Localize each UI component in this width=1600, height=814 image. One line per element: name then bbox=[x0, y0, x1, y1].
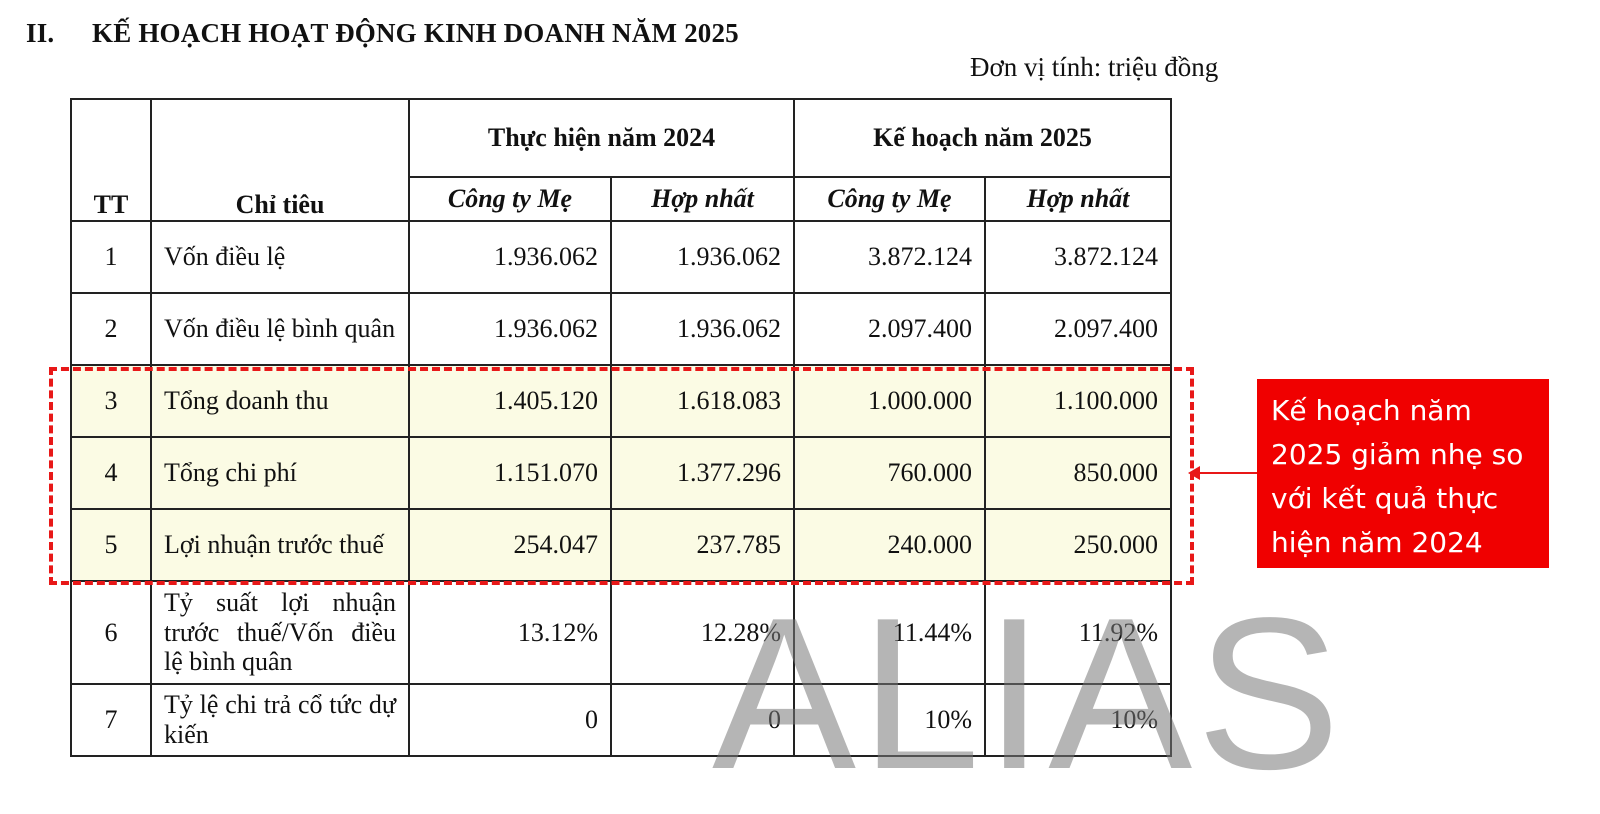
table-row-highlighted: 5 Lợi nhuận trước thuế 254.047 237.785 2… bbox=[70, 508, 1172, 582]
callout-text: Kế hoạch năm 2025 giảm nhẹ so với kết qu… bbox=[1271, 394, 1524, 559]
cell-2024-consolidated: 1.936.062 bbox=[610, 220, 795, 294]
business-plan-table: TT Chỉ tiêu Thực hiện năm 2024 Kế hoạch … bbox=[70, 98, 1172, 757]
section-heading: II. KẾ HOẠCH HOẠT ĐỘNG KINH DOANH NĂM 202… bbox=[26, 18, 739, 49]
row-number: 6 bbox=[70, 580, 152, 685]
row-indicator: Tổng doanh thu bbox=[150, 364, 410, 438]
header-indicator: Chỉ tiêu bbox=[150, 98, 410, 222]
cell-2025-consolidated: 2.097.400 bbox=[984, 292, 1172, 366]
header-row-sub: Công ty Mẹ Hợp nhất Công ty Mẹ Hợp nhất bbox=[71, 176, 1172, 222]
cell-2025-parent: 1.000.000 bbox=[793, 364, 986, 438]
row-indicator: Tổng chi phí bbox=[150, 436, 410, 510]
unit-note: Đơn vị tính: triệu đồng bbox=[970, 52, 1219, 82]
header-plan-2025: Kế hoạch năm 2025 bbox=[793, 98, 1172, 178]
cell-2024-parent: 1.936.062 bbox=[408, 220, 612, 294]
row-indicator: Tỷ lệ chi trả cổ tức dự kiến bbox=[150, 683, 410, 757]
cell-2025-consolidated: 10% bbox=[984, 683, 1172, 757]
row-indicator: Lợi nhuận trước thuế bbox=[150, 508, 410, 582]
row-number: 7 bbox=[70, 683, 152, 757]
row-indicator: Tỷ suất lợi nhuận trước thuế/Vốn điều lệ… bbox=[150, 580, 410, 685]
cell-2024-consolidated: 12.28% bbox=[610, 580, 795, 685]
arrow-left-icon bbox=[1188, 466, 1200, 480]
header-tt: TT bbox=[70, 98, 152, 222]
cell-2025-parent: 240.000 bbox=[793, 508, 986, 582]
cell-2024-parent: 254.047 bbox=[408, 508, 612, 582]
header-2024-consolidated: Hợp nhất bbox=[610, 176, 795, 222]
table-row-highlighted: 3 Tổng doanh thu 1.405.120 1.618.083 1.0… bbox=[70, 364, 1172, 438]
header-2025-parent: Công ty Mẹ bbox=[793, 176, 986, 222]
cell-2024-consolidated: 1.618.083 bbox=[610, 364, 795, 438]
cell-2024-parent: 1.405.120 bbox=[408, 364, 612, 438]
header-actual-2024: Thực hiện năm 2024 bbox=[408, 98, 795, 178]
cell-2024-parent: 1.151.070 bbox=[408, 436, 612, 510]
section-number: II. bbox=[26, 18, 55, 48]
cell-2024-consolidated: 237.785 bbox=[610, 508, 795, 582]
callout-arrow-line bbox=[1198, 472, 1258, 474]
row-number: 1 bbox=[70, 220, 152, 294]
cell-2025-consolidated: 3.872.124 bbox=[984, 220, 1172, 294]
cell-2024-parent: 13.12% bbox=[408, 580, 612, 685]
section-title-text: KẾ HOẠCH HOẠT ĐỘNG KINH DOANH NĂM 2025 bbox=[92, 18, 739, 48]
row-number: 4 bbox=[70, 436, 152, 510]
cell-2025-consolidated: 850.000 bbox=[984, 436, 1172, 510]
table-row: 7 Tỷ lệ chi trả cổ tức dự kiến 0 0 10% 1… bbox=[70, 683, 1172, 757]
row-number: 2 bbox=[70, 292, 152, 366]
callout-box: Kế hoạch năm 2025 giảm nhẹ so với kết qu… bbox=[1257, 379, 1549, 568]
cell-2025-parent: 10% bbox=[793, 683, 986, 757]
cell-2025-parent: 3.872.124 bbox=[793, 220, 986, 294]
row-indicator: Vốn điều lệ bbox=[150, 220, 410, 294]
header-2024-parent: Công ty Mẹ bbox=[408, 176, 612, 222]
cell-2024-parent: 0 bbox=[408, 683, 612, 757]
cell-2025-consolidated: 1.100.000 bbox=[984, 364, 1172, 438]
row-indicator: Vốn điều lệ bình quân bbox=[150, 292, 410, 366]
header-2025-consolidated: Hợp nhất bbox=[984, 176, 1172, 222]
row-number: 3 bbox=[70, 364, 152, 438]
row-number: 5 bbox=[70, 508, 152, 582]
cell-2025-parent: 760.000 bbox=[793, 436, 986, 510]
cell-2025-consolidated: 11.92% bbox=[984, 580, 1172, 685]
header-row-groups: TT Chỉ tiêu Thực hiện năm 2024 Kế hoạch … bbox=[70, 98, 1172, 222]
table-row: 2 Vốn điều lệ bình quân 1.936.062 1.936.… bbox=[70, 292, 1172, 366]
cell-2025-parent: 2.097.400 bbox=[793, 292, 986, 366]
cell-2024-consolidated: 0 bbox=[610, 683, 795, 757]
table-row: 1 Vốn điều lệ 1.936.062 1.936.062 3.872.… bbox=[70, 220, 1172, 294]
cell-2025-parent: 11.44% bbox=[793, 580, 986, 685]
cell-2024-consolidated: 1.936.062 bbox=[610, 292, 795, 366]
table-row-highlighted: 4 Tổng chi phí 1.151.070 1.377.296 760.0… bbox=[70, 436, 1172, 510]
cell-2024-consolidated: 1.377.296 bbox=[610, 436, 795, 510]
table-row: 6 Tỷ suất lợi nhuận trước thuế/Vốn điều … bbox=[70, 580, 1172, 685]
cell-2025-consolidated: 250.000 bbox=[984, 508, 1172, 582]
cell-2024-parent: 1.936.062 bbox=[408, 292, 612, 366]
